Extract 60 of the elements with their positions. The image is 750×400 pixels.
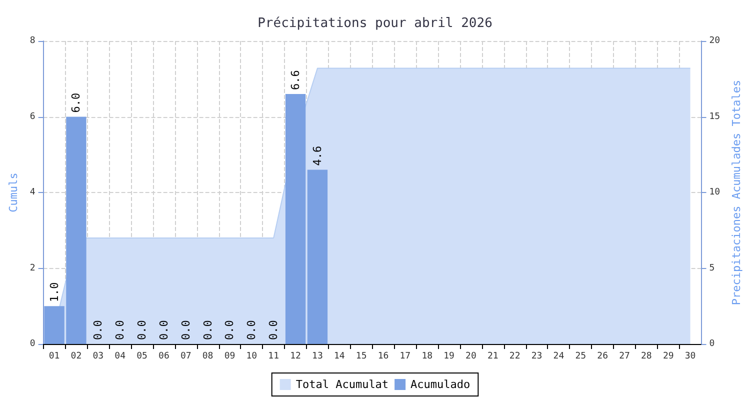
chart-title: Précipitations pour abril 2026: [258, 16, 492, 31]
x-tick-label: 04: [114, 352, 126, 362]
x-tick-label: 28: [641, 352, 652, 362]
x-tick-label: 03: [92, 352, 104, 362]
legend-label: Total Acumulat: [296, 378, 389, 391]
x-tick-label: 10: [246, 352, 258, 362]
data-label: 0.0: [179, 320, 192, 340]
data-label: 0.0: [92, 320, 105, 340]
y2-tick-label: 0: [709, 339, 715, 349]
x-tick-label: 02: [70, 352, 82, 362]
data-label: 0.0: [223, 320, 236, 340]
x-tick-label: 19: [444, 352, 454, 362]
y-tick-label: 4: [30, 188, 36, 198]
y2-tick-label: 5: [709, 263, 715, 274]
x-tick-label: 06: [158, 352, 170, 362]
data-label: 6.6: [289, 70, 302, 90]
y-axis-title: Cumuls: [7, 172, 20, 212]
y2-axis-title: Precipitaciones Acumulades Totales: [730, 80, 743, 306]
bar: [285, 94, 306, 344]
y2-tick-label: 10: [709, 188, 720, 198]
data-label: 4.6: [310, 146, 324, 166]
x-tick-label: 01: [48, 352, 60, 362]
y-tick-label: 8: [30, 36, 36, 46]
x-tick-label: 27: [619, 352, 630, 362]
x-tick-label: 07: [180, 352, 192, 362]
x-tick-label: 17: [400, 352, 411, 362]
x-tick-label: 09: [224, 352, 236, 362]
x-tick-label: 16: [378, 352, 389, 362]
x-tick-label: 29: [662, 352, 674, 362]
x-tick-label: 14: [334, 352, 345, 362]
y2-tick-label: 15: [709, 112, 720, 122]
data-label: 1.0: [48, 282, 61, 302]
data-label: 0.0: [157, 320, 170, 340]
data-label: 0.0: [114, 320, 127, 340]
x-tick-label: 26: [597, 352, 608, 362]
y-tick-label: 0: [30, 339, 36, 349]
x-tick-label: 11: [268, 352, 280, 362]
data-label: 0.0: [201, 320, 214, 340]
x-tick-label: 24: [553, 352, 564, 362]
x-tick-label: 05: [136, 352, 148, 362]
data-label: 6.0: [70, 92, 83, 113]
x-tick-label: 15: [356, 352, 367, 362]
x-tick-label: 12: [290, 352, 301, 362]
y2-tick-label: 20: [709, 36, 720, 46]
x-tick-label: 18: [422, 352, 433, 362]
x-tick-label: 21: [487, 352, 498, 362]
data-label: 0.0: [267, 320, 280, 340]
x-tick-label: 08: [202, 352, 214, 362]
bar: [307, 170, 328, 344]
x-tick-label: 25: [575, 352, 586, 362]
y-tick-label: 6: [30, 112, 36, 122]
x-tick-label: 30: [684, 352, 696, 362]
x-tick-label: 23: [531, 352, 542, 362]
data-label: 0.0: [136, 320, 149, 340]
x-tick-label: 22: [509, 352, 520, 362]
legend-label: Acumulado: [410, 378, 470, 391]
x-tick-label: 20: [466, 352, 476, 362]
x-tick-label: 13: [312, 352, 323, 362]
data-label: 0.0: [245, 320, 258, 340]
y-tick-label: 2: [30, 263, 36, 274]
